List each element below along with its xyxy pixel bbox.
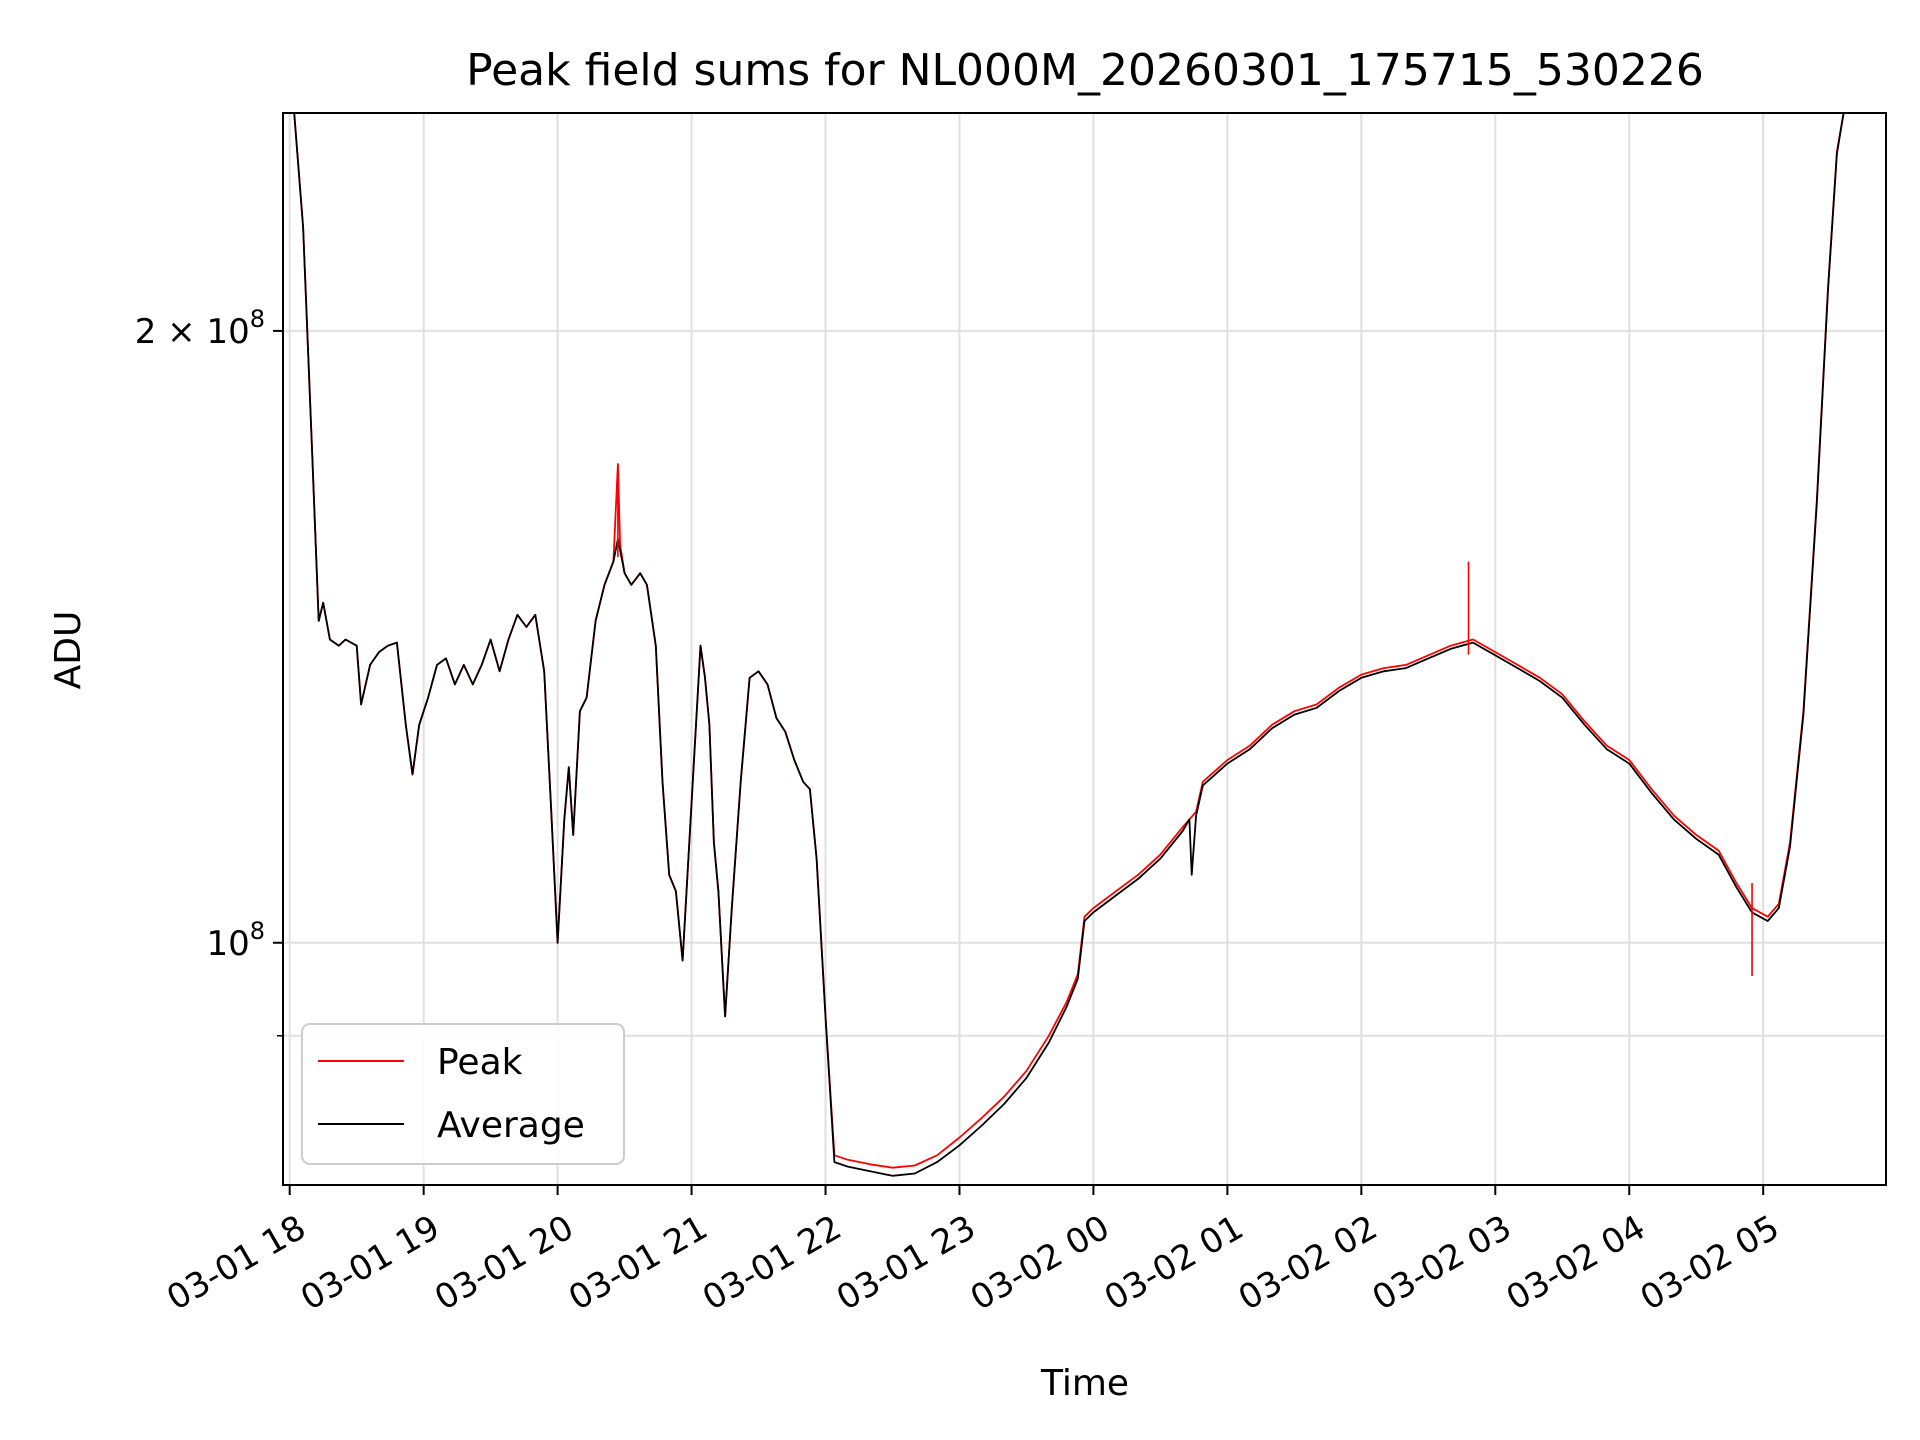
y-axis-ticks: 108 2 × 108 xyxy=(135,305,283,1037)
legend-label-peak: Peak xyxy=(437,1042,523,1083)
chart-title: Peak field sums for NL000M_20260301_1757… xyxy=(466,45,1704,96)
x-axis-label: Time xyxy=(1040,1363,1129,1404)
series-line-average xyxy=(283,113,1886,1177)
legend-box xyxy=(301,1023,625,1165)
y-tick-label: 2 × 108 xyxy=(135,305,265,352)
series-group xyxy=(283,113,1886,1177)
y-axis-label: ADU xyxy=(48,611,89,690)
series-layer xyxy=(283,113,1886,1177)
grid-layer xyxy=(283,113,1886,1185)
y-tick-label: 108 xyxy=(206,917,265,964)
legend-label-average: Average xyxy=(437,1105,585,1146)
plot-frame xyxy=(282,112,1887,1186)
legend: Peak Average xyxy=(301,1023,625,1165)
